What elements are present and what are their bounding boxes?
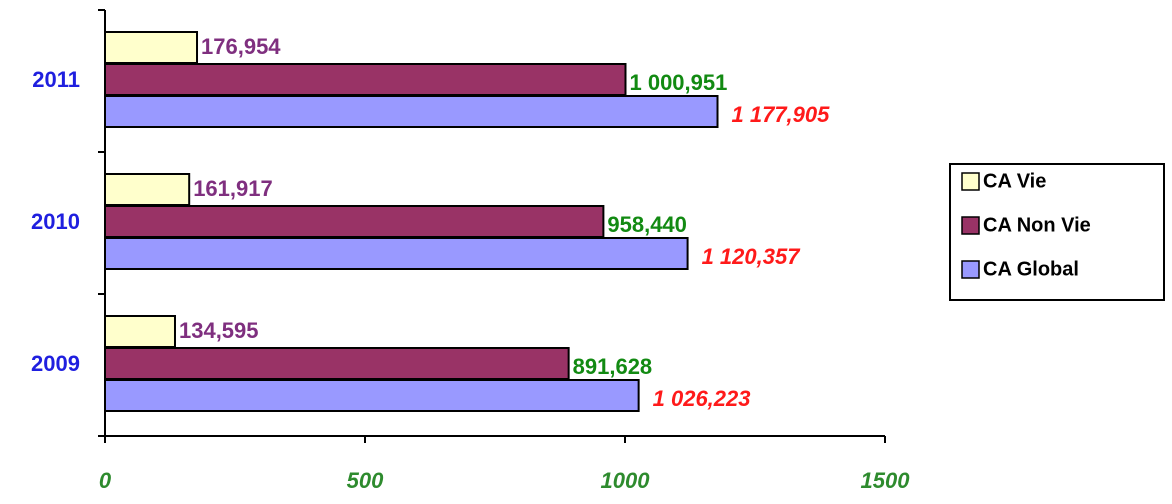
value-label: 1 026,223 bbox=[653, 386, 751, 411]
value-label: 1 177,905 bbox=[732, 102, 831, 127]
bar bbox=[104, 95, 719, 128]
bar bbox=[104, 205, 605, 238]
value-label: 176,954 bbox=[201, 34, 281, 59]
x-tick-label: 1500 bbox=[861, 468, 911, 493]
legend-box bbox=[949, 163, 1165, 301]
legend-label: CA Global bbox=[983, 258, 1079, 280]
legend-swatch bbox=[961, 216, 980, 235]
value-label: 134,595 bbox=[179, 318, 259, 343]
value-label: 958,440 bbox=[607, 212, 687, 237]
bar bbox=[104, 173, 191, 206]
x-tick-label: 1000 bbox=[601, 468, 651, 493]
category-label: 2010 bbox=[31, 209, 80, 234]
bar bbox=[104, 31, 199, 64]
bar bbox=[104, 379, 640, 412]
x-tick-label: 500 bbox=[347, 468, 384, 493]
value-label: 891,628 bbox=[573, 354, 653, 379]
bar bbox=[104, 315, 176, 348]
legend-swatch bbox=[961, 172, 980, 191]
legend-label: CA Vie bbox=[983, 170, 1046, 192]
value-label: 1 000,951 bbox=[629, 70, 727, 95]
bar bbox=[104, 237, 689, 270]
value-label: 1 120,357 bbox=[702, 244, 802, 269]
legend-label: CA Non Vie bbox=[983, 214, 1091, 236]
legend-swatch bbox=[961, 260, 980, 279]
bar bbox=[104, 63, 627, 96]
category-label: 2009 bbox=[31, 351, 80, 376]
category-label: 2011 bbox=[32, 67, 80, 92]
value-label: 161,917 bbox=[193, 176, 273, 201]
x-tick-label: 0 bbox=[99, 468, 112, 493]
bar bbox=[104, 347, 570, 380]
